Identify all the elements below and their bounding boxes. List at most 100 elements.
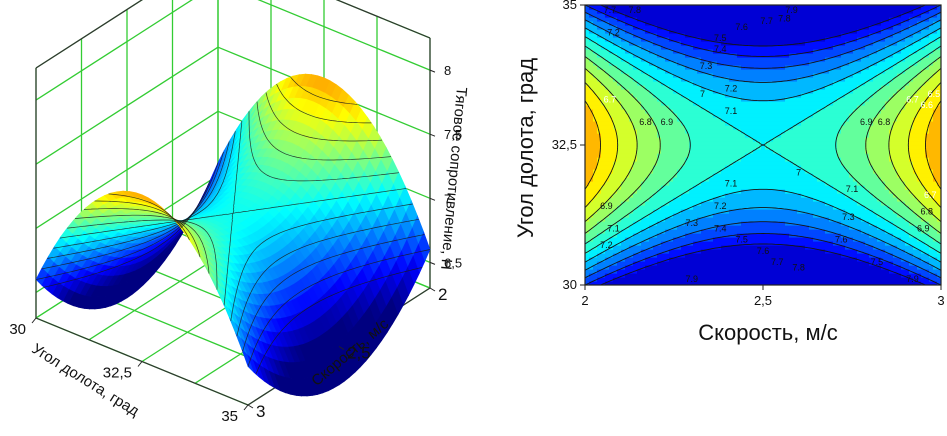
contour-band-cell: [757, 85, 762, 90]
contour-band-cell: [677, 105, 682, 110]
contour-band-cell: [753, 53, 758, 58]
contour-band-cell: [601, 41, 606, 46]
contour-band-cell: [689, 77, 694, 82]
surface-y-tick: [244, 405, 248, 410]
contour-band-cell: [733, 117, 738, 122]
contour-band-cell: [653, 81, 658, 86]
contour-band-cell: [689, 93, 694, 98]
contour-band-cell: [785, 173, 790, 178]
contour-band-cell: [681, 237, 686, 242]
contour-band-cell: [789, 225, 794, 230]
contour-band-cell: [689, 157, 694, 162]
contour-band-cell: [709, 77, 714, 82]
contour-band-cell: [777, 221, 782, 226]
contour-band-cell: [625, 129, 630, 134]
contour-band-cell: [745, 129, 750, 134]
contour-band-cell: [609, 81, 614, 86]
contour-band-cell: [781, 145, 786, 150]
contour-band-cell: [621, 189, 626, 194]
contour-band-cell: [689, 133, 694, 138]
contour-band-cell: [629, 153, 634, 158]
contour-band-cell: [681, 257, 686, 262]
contour-band-cell: [753, 41, 758, 46]
contour-band-cell: [741, 13, 746, 18]
contour-band-cell: [781, 105, 786, 110]
contour-band-cell: [765, 29, 770, 34]
contour-band-cell: [617, 121, 622, 126]
contour-band-cell: [769, 237, 774, 242]
contour-band-cell: [689, 29, 694, 34]
contour-band-cell: [705, 261, 710, 266]
contour-band-cell: [629, 109, 634, 114]
contour-band-cell: [641, 189, 646, 194]
contour-band-cell: [625, 217, 630, 222]
contour-band-cell: [677, 201, 682, 206]
contour-band-cell: [773, 173, 778, 178]
contour-band-cell: [725, 253, 730, 258]
contour-band-cell: [649, 141, 654, 146]
contour-band-cell: [693, 5, 698, 10]
contour-band-cell: [669, 277, 674, 282]
contour-band-cell: [721, 17, 726, 22]
contour-band-cell: [601, 125, 606, 130]
contour-band-cell: [729, 133, 734, 138]
contour-band-cell: [717, 81, 722, 86]
contour-band-cell: [749, 29, 754, 34]
contour-band-cell: [693, 17, 698, 22]
contour-band-cell: [697, 13, 702, 18]
contour-band-cell: [669, 193, 674, 198]
contour-band-cell: [705, 265, 710, 270]
contour-band-cell: [713, 125, 718, 130]
contour-band-cell: [613, 169, 618, 174]
contour-band-cell: [717, 277, 722, 282]
contour-band-cell: [713, 241, 718, 246]
contour-band-cell: [649, 217, 654, 222]
contour-band-cell: [585, 225, 590, 230]
contour-band-cell: [637, 169, 642, 174]
contour-band-cell: [649, 205, 654, 210]
contour-band-cell: [753, 61, 758, 66]
contour-band-cell: [713, 65, 718, 70]
contour-band-cell: [649, 249, 654, 254]
contour-band-cell: [649, 69, 654, 74]
contour-band-cell: [737, 201, 742, 206]
contour-band-cell: [777, 61, 782, 66]
contour-band-cell: [633, 197, 638, 202]
contour-band-cell: [737, 89, 742, 94]
contour-band-cell: [617, 197, 622, 202]
contour-band-cell: [769, 37, 774, 42]
contour-band-cell: [773, 225, 778, 230]
contour-band-cell: [761, 277, 766, 282]
contour-band-cell: [589, 125, 594, 130]
contour-band-cell: [721, 5, 726, 10]
contour-band-cell: [773, 9, 778, 14]
contour-band-cell: [757, 165, 762, 170]
contour-band-cell: [673, 97, 678, 102]
contour-band-cell: [785, 161, 790, 166]
contour-band-cell: [741, 137, 746, 142]
contour-band-cell: [717, 269, 722, 274]
contour-band-cell: [709, 121, 714, 126]
contour-band-cell: [697, 77, 702, 82]
contour-band-cell: [777, 93, 782, 98]
contour-band-cell: [713, 129, 718, 134]
contour-band-cell: [613, 249, 618, 254]
contour-band-cell: [673, 65, 678, 70]
contour-band-cell: [689, 9, 694, 14]
contour-band-cell: [737, 277, 742, 282]
contour-band-cell: [757, 173, 762, 178]
contour-band-cell: [601, 121, 606, 126]
contour-band-cell: [653, 185, 658, 190]
contour-band-cell: [785, 265, 790, 270]
contour-band-cell: [741, 61, 746, 66]
contour-band-cell: [761, 81, 766, 86]
contour-band-cell: [685, 265, 690, 270]
contour-band-cell: [653, 89, 658, 94]
contour-band-cell: [713, 269, 718, 274]
contour-band-cell: [753, 153, 758, 158]
contour-band-cell: [765, 93, 770, 98]
contour-band-cell: [689, 13, 694, 18]
contour-band-cell: [729, 157, 734, 162]
contour-band-cell: [613, 73, 618, 78]
contour-band-cell: [737, 257, 742, 262]
